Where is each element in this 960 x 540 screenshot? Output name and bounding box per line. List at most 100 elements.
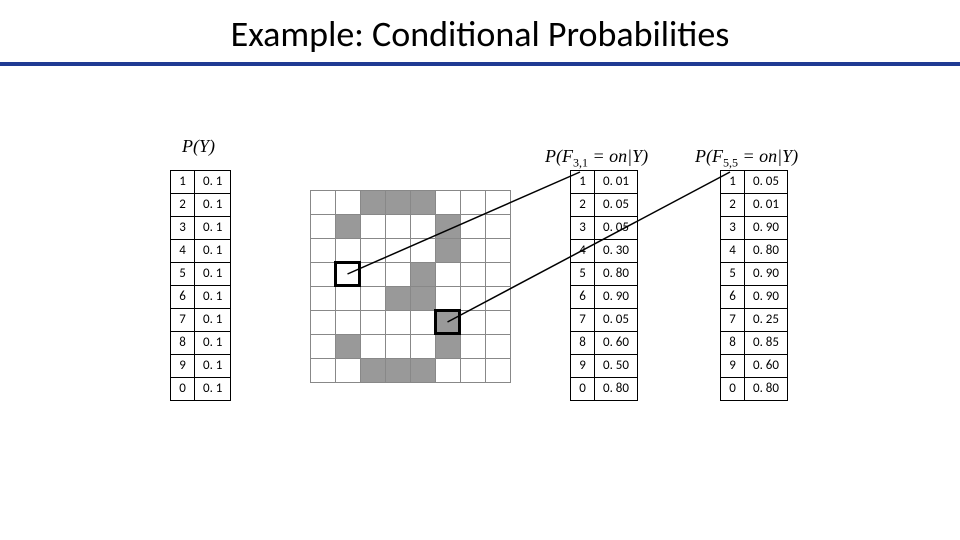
- table-cell: 7: [571, 309, 595, 332]
- table-cell: 5: [571, 263, 595, 286]
- table-row: 50. 80: [571, 263, 638, 286]
- table-row: 00. 80: [571, 378, 638, 401]
- grid-cell: [336, 359, 361, 383]
- table-row: 90. 50: [571, 355, 638, 378]
- grid-cell: [411, 215, 436, 239]
- table-cell: 0. 05: [745, 171, 788, 194]
- page-title: Example: Conditional Probabilities: [0, 0, 960, 64]
- table-cell: 0. 1: [195, 286, 231, 309]
- table-cell: 0. 1: [195, 263, 231, 286]
- header-cond2-sub: 5,5: [723, 156, 738, 170]
- grid-cell: [336, 335, 361, 359]
- table-cell: 7: [171, 309, 195, 332]
- table-cell: 0. 90: [745, 263, 788, 286]
- grid-cell: [311, 287, 336, 311]
- grid-cell: [486, 335, 511, 359]
- grid-cell: [461, 215, 486, 239]
- grid-cell: [386, 191, 411, 215]
- table-row: 60. 1: [171, 286, 231, 309]
- table-row: 00. 80: [721, 378, 788, 401]
- table-cell: 0. 60: [745, 355, 788, 378]
- table-row: 40. 80: [721, 240, 788, 263]
- table-row: 40. 30: [571, 240, 638, 263]
- grid-cell: [361, 311, 386, 335]
- grid-cell: [361, 359, 386, 383]
- table-cell: 0. 1: [195, 332, 231, 355]
- grid-cell: [461, 191, 486, 215]
- grid-cell: [386, 311, 411, 335]
- table-cell: 0. 80: [745, 378, 788, 401]
- header-cond1-suffix: = on|Y): [588, 146, 648, 166]
- table-row: 90. 60: [721, 355, 788, 378]
- table-row: 00. 1: [171, 378, 231, 401]
- header-cond2-suffix: = on|Y): [738, 146, 798, 166]
- grid-cell: [386, 335, 411, 359]
- table-cell: 0. 05: [595, 309, 638, 332]
- header-cond1-prefix: P(F: [545, 146, 573, 166]
- table-cell: 7: [721, 309, 745, 332]
- grid-cell: [311, 263, 336, 287]
- grid-cell: [461, 311, 486, 335]
- table-cell: 8: [721, 332, 745, 355]
- table-cell: 2: [571, 194, 595, 217]
- table-cell: 0. 30: [595, 240, 638, 263]
- grid-cell: [311, 311, 336, 335]
- table-cell: 5: [721, 263, 745, 286]
- grid-cell: [436, 191, 461, 215]
- table-row: 60. 90: [571, 286, 638, 309]
- pixel-grid: [310, 190, 511, 383]
- table-cell: 0. 1: [195, 355, 231, 378]
- grid-cell: [436, 311, 461, 335]
- grid-cell: [411, 359, 436, 383]
- table-row: 70. 05: [571, 309, 638, 332]
- table-cell: 0. 01: [745, 194, 788, 217]
- header-cond2: P(F5,5 = on|Y): [695, 146, 798, 171]
- table-cell: 0: [571, 378, 595, 401]
- grid-cell: [411, 263, 436, 287]
- table-cell: 0. 80: [595, 263, 638, 286]
- grid-cell: [411, 239, 436, 263]
- grid-cell: [336, 287, 361, 311]
- grid-cell: [486, 191, 511, 215]
- table-cell: 0. 50: [595, 355, 638, 378]
- table-row: 70. 25: [721, 309, 788, 332]
- grid-cell: [336, 215, 361, 239]
- table-cell: 0. 60: [595, 332, 638, 355]
- table-row: 30. 90: [721, 217, 788, 240]
- table-cell: 1: [171, 171, 195, 194]
- title-underline: [0, 62, 960, 66]
- table-cell: 0. 1: [195, 194, 231, 217]
- table-cell: 6: [571, 286, 595, 309]
- grid-cell: [361, 215, 386, 239]
- table-cell: 0. 25: [745, 309, 788, 332]
- table-cell: 0: [171, 378, 195, 401]
- table-cell: 3: [721, 217, 745, 240]
- grid-cell: [386, 215, 411, 239]
- table-row: 80. 85: [721, 332, 788, 355]
- grid-cell: [436, 215, 461, 239]
- table-cell: 0. 1: [195, 217, 231, 240]
- grid-cell: [311, 215, 336, 239]
- table-cell: 1: [721, 171, 745, 194]
- table-cell: 0. 01: [595, 171, 638, 194]
- grid-cell: [461, 359, 486, 383]
- grid-cell: [461, 287, 486, 311]
- table-cell: 0. 1: [195, 378, 231, 401]
- table-row: 30. 05: [571, 217, 638, 240]
- table-row: 50. 90: [721, 263, 788, 286]
- table-cell: 3: [571, 217, 595, 240]
- table-cell: 9: [571, 355, 595, 378]
- table-cell: 0: [721, 378, 745, 401]
- table-cell: 5: [171, 263, 195, 286]
- table-cond2: 10. 0520. 0130. 9040. 8050. 9060. 9070. …: [720, 170, 788, 401]
- table-row: 50. 1: [171, 263, 231, 286]
- grid-cell: [486, 287, 511, 311]
- header-cond1-sub: 3,1: [573, 156, 588, 170]
- table-cond1: 10. 0120. 0530. 0540. 3050. 8060. 9070. …: [570, 170, 638, 401]
- table-row: 90. 1: [171, 355, 231, 378]
- table-cell: 4: [721, 240, 745, 263]
- grid-cell: [336, 239, 361, 263]
- grid-cell: [461, 263, 486, 287]
- grid-cell: [486, 215, 511, 239]
- table-cell: 0. 90: [745, 286, 788, 309]
